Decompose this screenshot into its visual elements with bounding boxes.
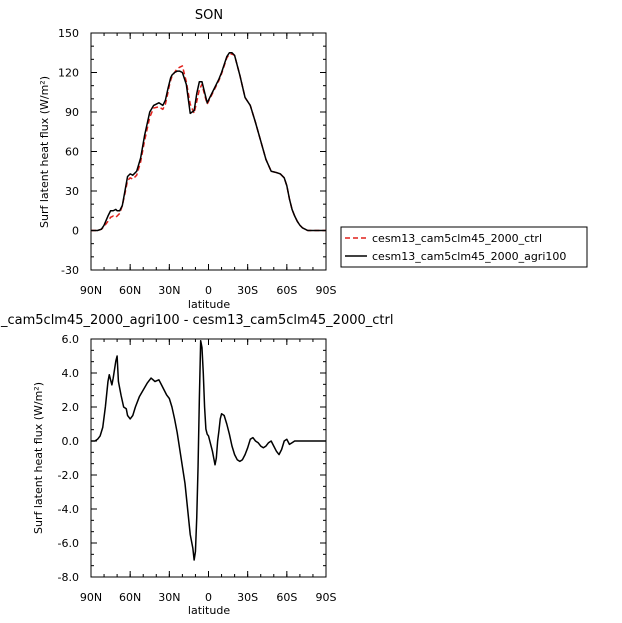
x-tick-label: 0: [205, 284, 212, 297]
y-tick-label: -2.0: [58, 469, 79, 482]
y-tick-label: -8.0: [58, 571, 79, 584]
y-axis-label: Surf latent heat flux (W/m²): [38, 76, 51, 228]
series-line-1: [91, 52, 326, 232]
x-axis-label: latitude: [188, 298, 230, 311]
series-lines: [91, 339, 326, 561]
x-tick-label: 90N: [80, 591, 102, 604]
y-tick-label: 30: [65, 185, 79, 198]
y-tick-label: 4.0: [62, 367, 80, 380]
legend-label-agri100: cesm13_cam5clm45_2000_agri100: [372, 250, 566, 263]
x-axis-label: latitude: [188, 604, 230, 617]
top-chart: SON -30 0 30 60 90 120 150 90N 60N 30N 0 30S 60S 90S…: [38, 8, 337, 311]
x-tick-label: 90S: [316, 591, 337, 604]
legend: cesm13_cam5clm45_2000_ctrl cesm13_cam5cl…: [340, 226, 588, 268]
y-tick-label: 150: [58, 27, 79, 40]
series-line-0: [91, 339, 326, 561]
chart-title: _cam5clm45_2000_agri100 - cesm13_cam5clm…: [0, 313, 393, 328]
x-tick-label: 30S: [237, 284, 258, 297]
y-tick-label: 90: [65, 106, 79, 119]
y-tick-label: 6.0: [62, 333, 80, 346]
y-tick-label: 120: [58, 67, 79, 80]
legend-box: [340, 226, 588, 268]
y-tick-label: -30: [61, 264, 79, 277]
plot-frame: [90, 338, 327, 578]
y-axis: -8.0 -6.0 -4.0 -2.0 0.0 2.0 4.0 6.0: [58, 333, 326, 584]
x-tick-label: 30N: [158, 284, 180, 297]
y-tick-label: -6.0: [58, 537, 79, 550]
x-axis: 90N 60N 30N 0 30S 60S 90S: [80, 33, 337, 297]
y-tick-label: 0.0: [62, 435, 80, 448]
y-tick-label: 0: [72, 225, 79, 238]
x-tick-label: 60S: [276, 591, 297, 604]
x-tick-label: 60S: [276, 284, 297, 297]
x-tick-label: 60N: [119, 284, 141, 297]
x-tick-label: 30S: [237, 591, 258, 604]
plot-frame: [90, 32, 327, 271]
x-tick-label: 90N: [80, 284, 102, 297]
x-tick-label: 0: [205, 591, 212, 604]
y-tick-label: -4.0: [58, 503, 79, 516]
series-lines: [91, 52, 326, 232]
x-tick-label: 90S: [316, 284, 337, 297]
chart-title: SON: [195, 8, 223, 23]
y-tick-label: 60: [65, 146, 79, 159]
y-axis: -30 0 30 60 90 120 150: [58, 27, 326, 277]
bottom-chart: _cam5clm45_2000_agri100 - cesm13_cam5clm…: [0, 313, 393, 617]
legend-label-ctrl: cesm13_cam5clm45_2000_ctrl: [372, 232, 542, 245]
y-tick-label: 2.0: [62, 401, 80, 414]
x-axis: 90N 60N 30N 0 30S 60S 90S: [80, 339, 337, 604]
y-axis-label: Surf latent heat flux (W/m²): [32, 382, 45, 534]
x-tick-label: 60N: [119, 591, 141, 604]
x-tick-label: 30N: [158, 591, 180, 604]
